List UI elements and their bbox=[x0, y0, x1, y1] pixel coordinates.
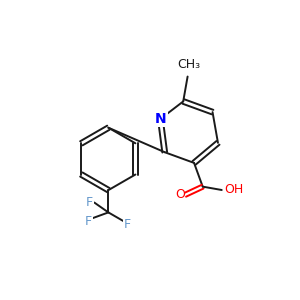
Text: CH₃: CH₃ bbox=[178, 58, 201, 71]
Text: F: F bbox=[123, 218, 130, 230]
Text: O: O bbox=[175, 188, 185, 201]
Text: N: N bbox=[154, 112, 166, 126]
Text: F: F bbox=[85, 215, 92, 228]
Text: OH: OH bbox=[225, 184, 244, 196]
Text: F: F bbox=[86, 196, 93, 209]
